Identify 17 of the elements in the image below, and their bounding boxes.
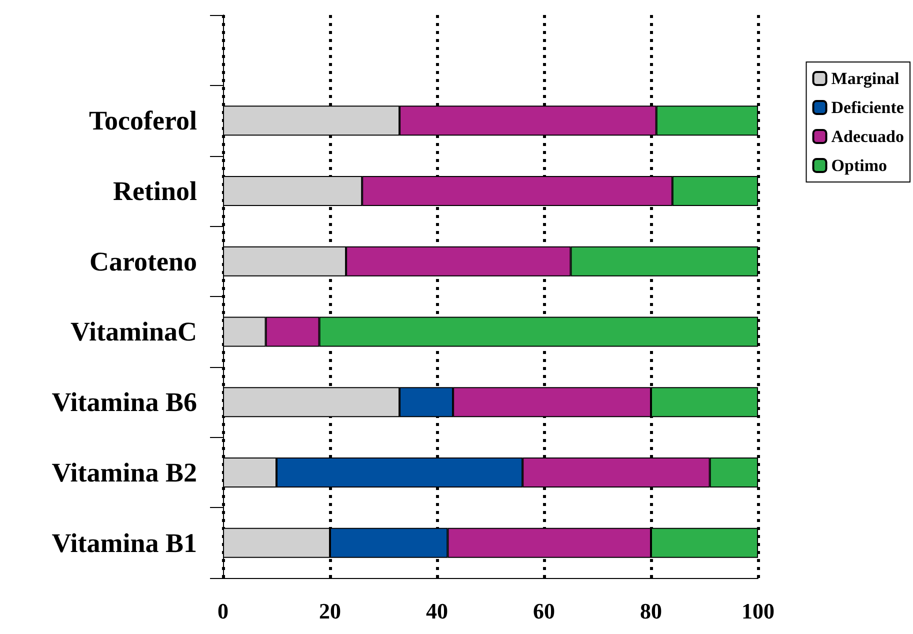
y-tick-label: Retinol (113, 176, 198, 206)
x-tick-label: 20 (319, 598, 341, 624)
x-tick-label: 100 (742, 598, 774, 624)
legend-label: Deficiente (831, 98, 904, 117)
legend-label: Optimo (831, 156, 888, 175)
x-tick-label: 80 (640, 598, 662, 624)
legend-label: Marginal (831, 69, 900, 88)
y-tick-label: Vitamina B6 (52, 387, 197, 418)
legend-label: Adecuado (831, 127, 904, 146)
x-tick-label: 40 (426, 598, 448, 624)
y-tick-label: Caroteno (90, 246, 197, 276)
y-tick-label: VitaminaC (70, 316, 197, 347)
x-tick-label: 60 (533, 598, 555, 624)
x-tick-label: 0 (218, 598, 228, 624)
y-tick-label: Tocoferol (89, 106, 198, 136)
y-tick-label: Vitamina B1 (52, 528, 197, 558)
y-tick-label: Vitamina B2 (52, 457, 197, 488)
